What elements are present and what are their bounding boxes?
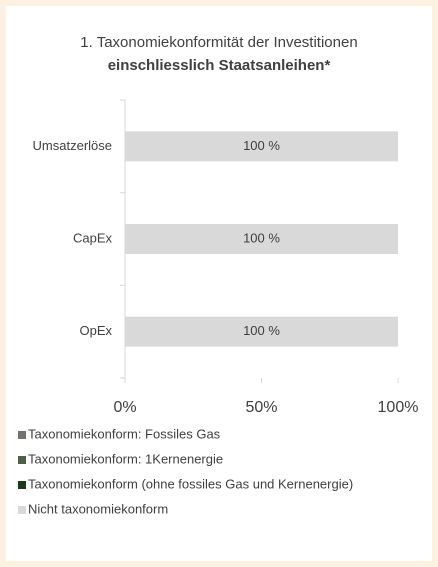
- x-tick-label: 50%: [245, 399, 277, 416]
- legend-label: Nicht taxonomiekonform: [28, 501, 168, 516]
- chart-panel: [6, 6, 432, 561]
- chart-title: 1. Taxonomiekonformität der Investitione…: [80, 34, 357, 51]
- legend-swatch: [18, 456, 26, 464]
- bar-segment: [125, 131, 398, 162]
- legend-swatch: [18, 431, 26, 439]
- chart-subtitle: einschliesslich Staatsanleihen*: [108, 57, 331, 74]
- data-label: 100 %: [243, 323, 280, 338]
- x-tick-label: 100%: [378, 399, 419, 416]
- legend-label: Taxonomiekonform: Fossiles Gas: [28, 426, 221, 441]
- y-tick-label: Umsatzerlöse: [33, 138, 112, 153]
- data-label: 100 %: [243, 138, 280, 153]
- legend-label: Taxonomiekonform: 1Kernenergie: [28, 451, 223, 466]
- legend-swatch: [18, 481, 26, 489]
- legend-label: Taxonomiekonform (ohne fossiles Gas und …: [28, 476, 353, 491]
- y-tick-label: CapEx: [73, 230, 113, 245]
- legend-swatch: [18, 506, 26, 514]
- data-label: 100 %: [243, 230, 280, 245]
- x-tick-label: 0%: [113, 399, 136, 416]
- bar-segment: [125, 224, 398, 254]
- bar-segment: [125, 316, 398, 347]
- y-tick-label: OpEx: [79, 323, 112, 338]
